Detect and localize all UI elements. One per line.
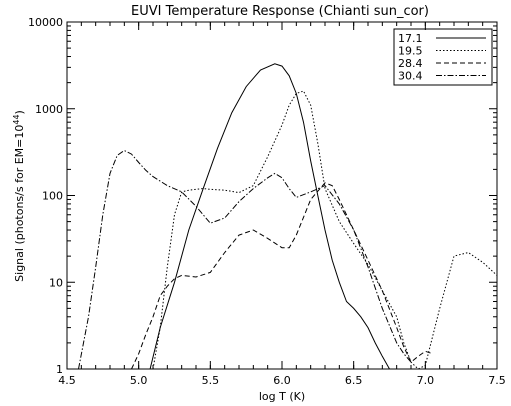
series-line-30-4 — [78, 149, 412, 369]
plot-frame — [66, 21, 498, 370]
y-tick-label: 100 — [42, 190, 63, 203]
y-axis-label-tail: ) — [13, 110, 26, 114]
x-tick-label: 5.5 — [202, 374, 220, 387]
legend-label: 17.1 — [398, 32, 423, 45]
y-tick-label: 10000 — [28, 16, 63, 29]
legend-label: 19.5 — [398, 45, 423, 58]
legend-label: 30.4 — [398, 70, 423, 83]
x-tick-label: 4.5 — [58, 374, 76, 387]
y-tick-label: 10 — [49, 276, 63, 289]
series-lines — [78, 63, 497, 369]
series-line-17-1 — [149, 63, 390, 369]
y-axis: 1 10 100 1000 10000 — [28, 16, 497, 376]
y-tick-label: 1000 — [35, 103, 63, 116]
x-tick-label: 6.5 — [345, 374, 363, 387]
series-line-19-5 — [152, 90, 497, 369]
chart-title: EUVI Temperature Response (Chianti sun_c… — [131, 4, 429, 19]
y-axis-label: Signal (photons/s for EM=1044) — [12, 110, 26, 282]
x-tick-label: 7.5 — [488, 374, 506, 387]
legend-box — [393, 28, 493, 86]
legend-label: 28.4 — [398, 57, 423, 70]
y-tick-label: 1 — [56, 363, 63, 376]
x-tick-label: 7.0 — [417, 374, 435, 387]
x-axis-label: log T (K) — [259, 390, 305, 403]
legend: 17.119.528.430.4 — [393, 28, 493, 86]
x-axis: 4.5 5.0 5.5 6.0 6.5 7.0 7.5 — [58, 22, 506, 387]
series-line-28-4 — [131, 182, 433, 369]
x-tick-label: 5.0 — [130, 374, 148, 387]
y-axis-label-exponent: 44 — [12, 114, 21, 124]
x-tick-label: 6.0 — [273, 374, 291, 387]
y-axis-label-main: Signal (photons/s for EM=10 — [13, 125, 26, 282]
